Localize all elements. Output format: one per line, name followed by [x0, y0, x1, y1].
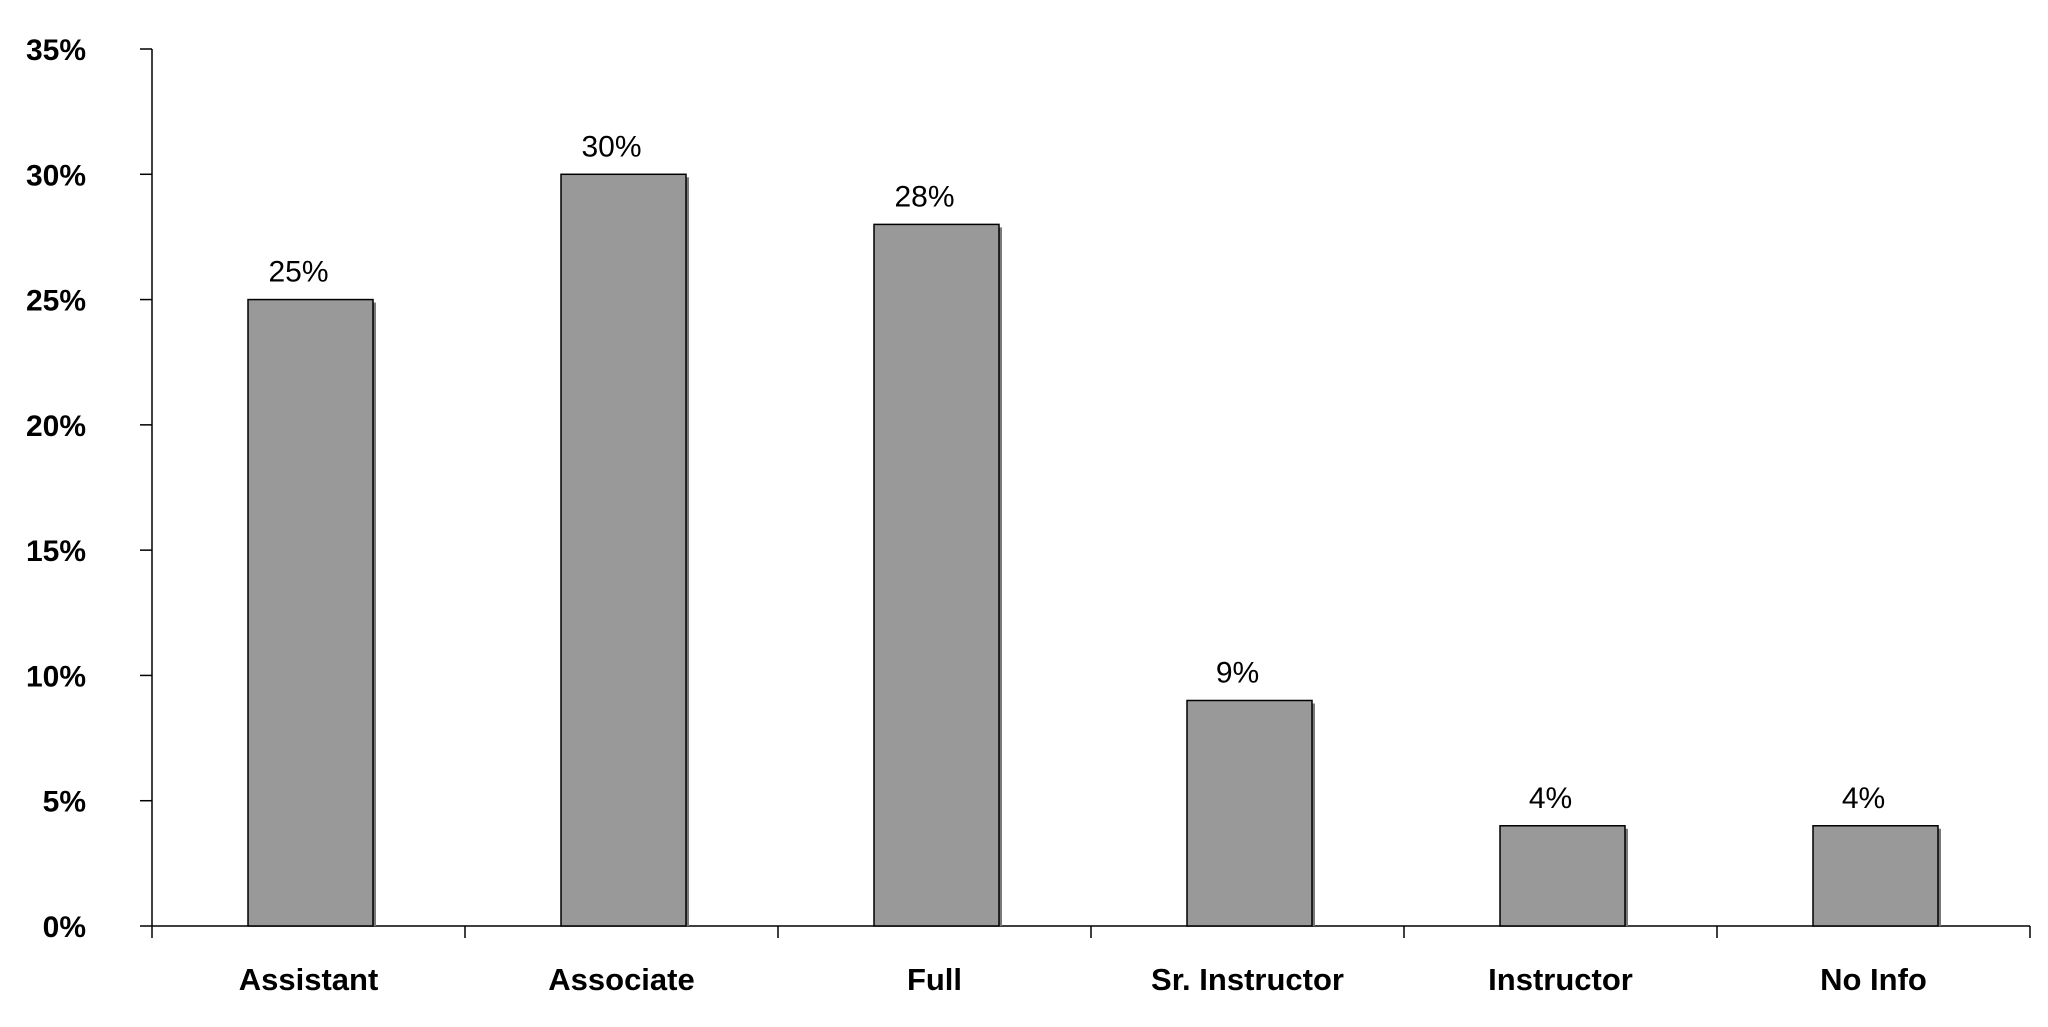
y-tick-label: 5%	[43, 786, 86, 819]
data-label: 4%	[1842, 782, 1885, 815]
data-label: 30%	[581, 130, 641, 163]
data-label: 28%	[894, 180, 954, 213]
data-label: 9%	[1216, 656, 1259, 689]
x-tick-label: Instructor	[1488, 962, 1633, 997]
bar-series	[247, 173, 1941, 927]
y-axis: 0% 5% 10% 15% 20% 25% 30% 35%	[26, 34, 153, 944]
y-tick-label: 0%	[43, 911, 86, 944]
bar	[247, 298, 374, 927]
x-tick-label: Assistant	[239, 962, 379, 997]
y-tick-label: 15%	[26, 535, 86, 568]
bar	[1812, 825, 1939, 927]
x-tick-label: Associate	[548, 962, 694, 997]
y-tick-label: 20%	[26, 410, 86, 443]
x-tick-label: Sr. Instructor	[1151, 962, 1344, 997]
data-label: 25%	[268, 256, 328, 289]
x-tick-label: Full	[907, 962, 962, 997]
bar	[1499, 825, 1626, 927]
y-tick-label: 25%	[26, 285, 86, 318]
data-labels: 25% 30% 28% 9% 4% 4%	[268, 130, 1885, 814]
x-axis: Assistant Associate Full Sr. Instructor Inst…	[151, 925, 2031, 997]
y-tick-label: 30%	[26, 159, 86, 192]
bar	[873, 223, 1000, 927]
y-tick-label: 35%	[26, 34, 86, 67]
bar	[1186, 699, 1313, 927]
x-tick-label: No Info	[1820, 962, 1927, 997]
y-tick-label: 10%	[26, 660, 86, 693]
data-label: 4%	[1529, 782, 1572, 815]
bar	[560, 173, 687, 927]
